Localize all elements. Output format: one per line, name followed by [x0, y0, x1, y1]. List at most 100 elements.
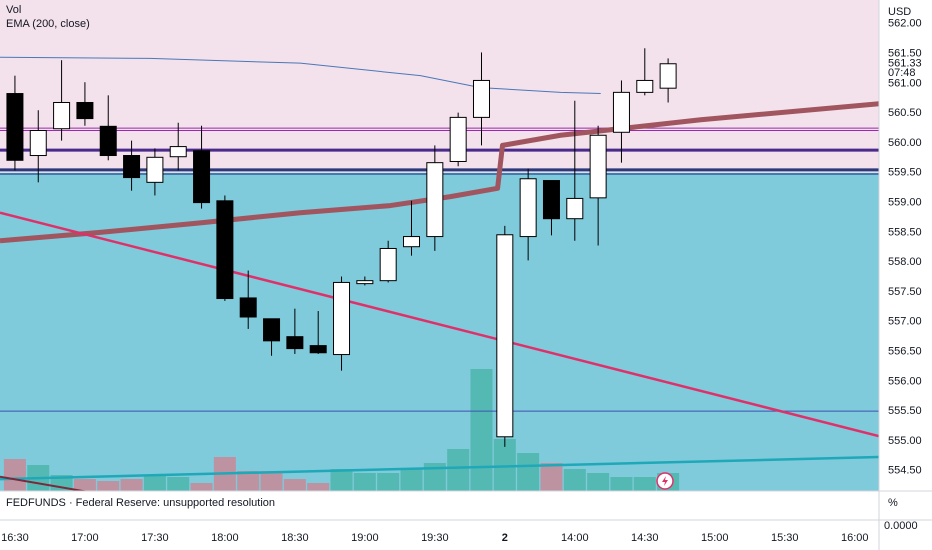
y-tick-label: 555.00	[888, 435, 922, 447]
volume-bar	[3, 459, 26, 491]
candle-body	[263, 318, 281, 342]
candle-body	[542, 180, 560, 220]
candle-body	[612, 91, 630, 133]
x-tick-label: 14:30	[631, 532, 659, 544]
y-tick-label: 554.50	[888, 465, 922, 477]
volume-bar	[400, 469, 423, 491]
volume-bar	[120, 479, 143, 491]
x-tick-label: 2	[502, 532, 508, 544]
volume-bar	[260, 471, 283, 491]
candle-body	[636, 79, 654, 93]
volume-bar	[143, 475, 166, 491]
y-tick-label: 556.50	[888, 345, 922, 357]
candle-body	[6, 93, 24, 161]
candle-body	[519, 178, 537, 238]
candle-body	[99, 125, 117, 157]
candle-body	[216, 200, 234, 300]
y-tick-label: 555.50	[888, 405, 922, 417]
y-tick-label: 558.50	[888, 226, 922, 238]
volume-bar	[470, 369, 493, 491]
y-tick-label: 560.50	[888, 107, 922, 119]
candle-body	[426, 162, 444, 238]
y-tick-label: 560.00	[888, 137, 922, 149]
candle-body	[449, 116, 467, 162]
volume-bar	[190, 483, 213, 491]
x-tick-label: 18:00	[211, 532, 239, 544]
volume-bar	[307, 483, 330, 491]
x-tick-label: 16:30	[1, 532, 29, 544]
volume-bar	[377, 473, 400, 491]
y-tick-label: 556.00	[888, 375, 922, 387]
candle-body	[53, 101, 71, 130]
candle-body	[403, 236, 421, 248]
y-tick-label: 557.50	[888, 286, 922, 298]
x-tick-label: 19:30	[421, 532, 449, 544]
volume-bar	[447, 449, 470, 491]
y-tick-label: 558.00	[888, 256, 922, 268]
volume-bar	[493, 439, 516, 491]
volume-bar	[633, 477, 656, 491]
candle-body	[472, 79, 490, 118]
lightning-icon[interactable]	[656, 472, 674, 490]
y-tick-label: 562.00	[888, 18, 922, 30]
ema-line	[0, 56, 601, 95]
currency-label: USD	[888, 6, 911, 18]
x-tick-label: 18:30	[281, 532, 309, 544]
candle-body	[379, 247, 397, 282]
x-tick-label: 14:00	[561, 532, 589, 544]
volume-bar	[353, 473, 376, 491]
volume-bar	[73, 479, 96, 491]
volume-bar	[540, 463, 563, 491]
indicator-legend: EMA (200, close)	[6, 18, 90, 30]
volume-bar	[423, 463, 446, 491]
volume-bar	[563, 469, 586, 491]
trend-line	[0, 455, 879, 481]
zone	[0, 0, 879, 173]
pane-label: FEDFUNDS · Federal Reserve: unsupported …	[6, 497, 275, 509]
pane-tick-label: 0.0000	[884, 520, 918, 532]
y-tick-label: 561.00	[888, 77, 922, 89]
x-tick-label: 17:00	[71, 532, 99, 544]
candle-body	[193, 150, 211, 204]
volume-bar	[167, 477, 190, 491]
plot-area	[0, 0, 879, 491]
volume-bar	[283, 479, 306, 491]
volume-legend: Vol	[6, 4, 21, 16]
volume-bar	[330, 469, 353, 491]
candle-body	[146, 156, 164, 183]
y-tick-label: 557.00	[888, 316, 922, 328]
candle-body	[566, 197, 584, 220]
y-tick-label: 561.50	[888, 48, 922, 60]
candle-body	[239, 297, 257, 318]
trend-line	[0, 211, 879, 438]
candle-body	[309, 345, 327, 354]
candle-body	[286, 336, 304, 350]
x-tick-label: 15:00	[701, 532, 729, 544]
volume-bar	[97, 481, 120, 491]
candle-body	[29, 129, 47, 157]
candle-body	[76, 101, 94, 120]
countdown: 07:48	[888, 67, 916, 79]
trend-line	[0, 101, 879, 244]
candle-body	[589, 134, 607, 199]
candle-body	[659, 63, 677, 89]
x-tick-label: 15:30	[771, 532, 799, 544]
candle-body	[496, 234, 514, 438]
x-tick-label: 16:00	[841, 532, 869, 544]
candle-body	[356, 280, 374, 285]
y-tick-label: 559.50	[888, 167, 922, 179]
volume-bar	[237, 471, 260, 491]
candle-body	[333, 281, 351, 356]
volume-bar	[587, 473, 610, 491]
x-tick-label: 19:00	[351, 532, 379, 544]
pane-unit: %	[888, 497, 898, 509]
x-tick-label: 17:30	[141, 532, 169, 544]
volume-bar	[610, 477, 633, 491]
candle-body	[169, 146, 187, 158]
y-tick-label: 559.00	[888, 197, 922, 209]
trend-line	[0, 475, 89, 491]
candle-body	[123, 155, 141, 179]
volume-bar	[517, 453, 540, 491]
